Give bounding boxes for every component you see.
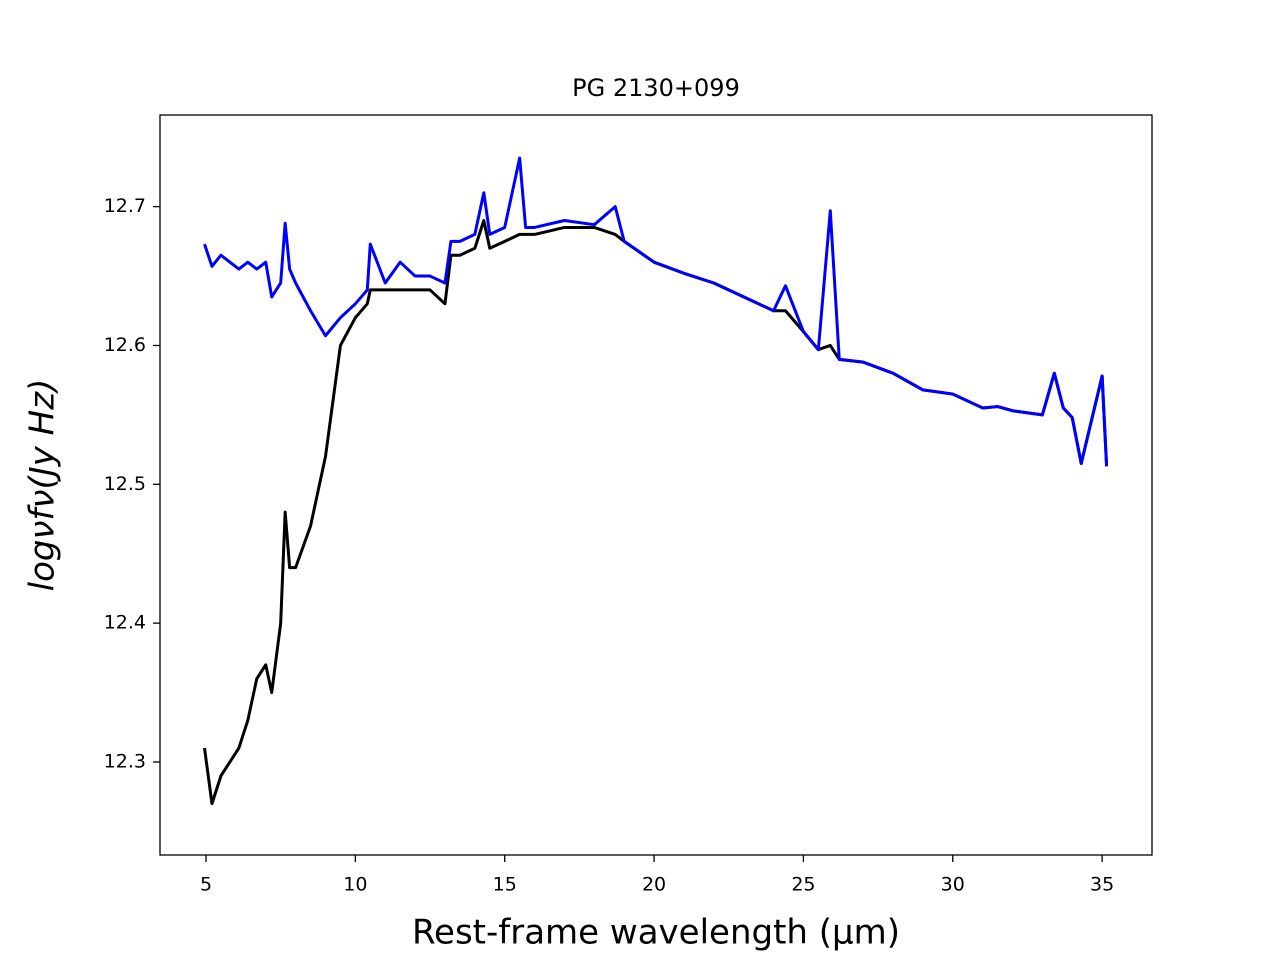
plot-frame xyxy=(159,114,1153,856)
x-tick-label: 10 xyxy=(343,874,367,896)
chart-title: PG 2130+099 xyxy=(572,74,740,102)
x-tick-label: 5 xyxy=(200,874,212,896)
x-axis-label: Rest-frame wavelength (μm) xyxy=(412,913,900,953)
y-axis-label: logνfν(Jy Hz) xyxy=(23,379,63,592)
x-tick-label: 15 xyxy=(493,874,517,896)
x-tick-label: 25 xyxy=(791,874,815,896)
x-tick-label: 30 xyxy=(941,874,965,896)
x-tick-label: 35 xyxy=(1090,874,1114,896)
y-tick-label: 12.3 xyxy=(104,750,146,772)
y-tick-label: 12.6 xyxy=(104,334,146,356)
data-line xyxy=(203,156,1109,467)
data-line xyxy=(203,219,1109,806)
x-tick-label: 20 xyxy=(642,874,666,896)
y-tick-label: 12.4 xyxy=(104,612,146,634)
y-tick-label: 12.5 xyxy=(104,473,146,495)
y-tick-label: 12.7 xyxy=(104,195,146,217)
